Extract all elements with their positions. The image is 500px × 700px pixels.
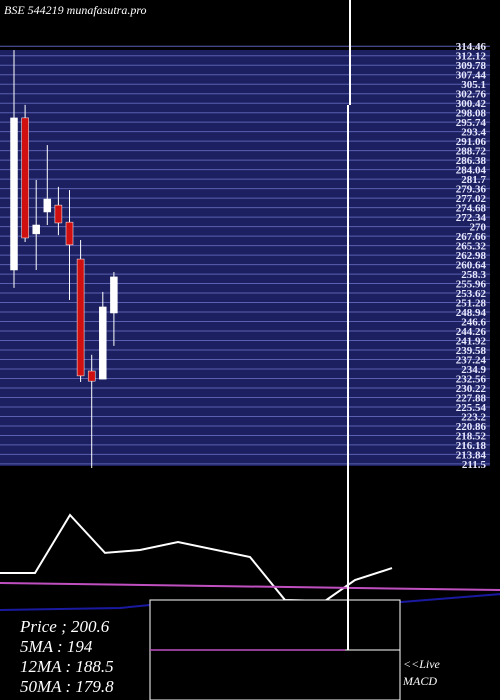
y-tick-label: 230.22 xyxy=(456,383,487,395)
y-tick-label: 272.34 xyxy=(456,212,487,224)
y-tick-label: 223.2 xyxy=(461,411,486,423)
candle-body xyxy=(76,258,85,377)
y-tick-label: 305.1 xyxy=(461,79,486,91)
y-tick-label: 248.94 xyxy=(456,307,487,319)
candle-body xyxy=(87,370,96,382)
y-tick-label: 232.56 xyxy=(456,373,487,385)
y-tick-label: 293.4 xyxy=(461,127,486,139)
y-tick-label: 241.92 xyxy=(456,336,487,348)
info-line: Price ; 200.6 xyxy=(19,617,110,636)
info-line: 5MA : 194 xyxy=(20,637,93,656)
y-tick-label: 213.84 xyxy=(456,449,487,461)
y-tick-label: 258.3 xyxy=(461,269,486,281)
y-tick-label: 239.58 xyxy=(456,345,487,357)
candle-body xyxy=(99,306,107,380)
y-tick-label: 286.38 xyxy=(456,155,487,167)
y-tick-label: 284.04 xyxy=(456,165,487,177)
candle-body xyxy=(32,224,40,235)
candle-body xyxy=(110,276,118,314)
indicator-line xyxy=(0,513,393,603)
indicator-line xyxy=(0,582,500,591)
y-tick-label: 255.96 xyxy=(456,279,487,291)
y-tick-label: 227.88 xyxy=(456,392,487,404)
info-line: 12MA : 188.5 xyxy=(20,657,114,676)
plot-area xyxy=(0,50,490,466)
y-tick-label: 281.7 xyxy=(461,174,486,186)
y-tick-label: 251.28 xyxy=(456,298,487,310)
y-tick-label: 270 xyxy=(470,222,487,234)
candle-body xyxy=(10,117,18,271)
candle-body xyxy=(21,117,29,239)
y-tick-label: 277.02 xyxy=(456,193,487,205)
y-tick-label: 307.44 xyxy=(456,70,487,82)
y-tick-label: 279.36 xyxy=(456,184,487,196)
y-tick-label: 265.32 xyxy=(456,241,487,253)
y-tick-label: 234.9 xyxy=(461,364,486,376)
y-tick-label: 211.5 xyxy=(462,459,487,471)
chart-title: BSE 544219 munafasutra.pro xyxy=(4,3,147,17)
y-tick-label: 291.06 xyxy=(456,136,487,148)
y-tick-label: 225.54 xyxy=(456,402,487,414)
y-tick-label: 262.98 xyxy=(456,250,487,262)
y-tick-label: 220.86 xyxy=(456,421,487,433)
y-tick-label: 260.64 xyxy=(456,260,487,272)
live-label: <<Live xyxy=(403,657,441,671)
y-tick-label: 300.42 xyxy=(456,98,487,110)
y-tick-label: 218.52 xyxy=(456,430,487,442)
y-tick-label: 253.62 xyxy=(456,288,487,300)
y-tick-label: 267.66 xyxy=(456,231,487,243)
y-tick-label: 274.68 xyxy=(456,203,487,215)
y-tick-label: 312.12 xyxy=(456,51,487,63)
macd-label: MACD xyxy=(402,674,437,688)
candle-body xyxy=(43,198,52,213)
y-tick-label: 237.24 xyxy=(456,354,487,366)
y-tick-label: 298.08 xyxy=(456,108,487,120)
y-tick-label: 216.18 xyxy=(456,440,487,452)
y-tick-label: 314.46 xyxy=(456,41,487,53)
y-tick-label: 246.6 xyxy=(461,317,486,329)
y-tick-label: 288.72 xyxy=(456,146,487,158)
y-tick-label: 302.76 xyxy=(456,89,487,101)
y-tick-label: 244.26 xyxy=(456,326,487,338)
candle-body xyxy=(54,204,63,224)
y-tick-label: 309.78 xyxy=(456,60,487,72)
price-panel: 314.46312.12309.78307.44305.1302.76300.4… xyxy=(0,41,490,471)
info-line: 50MA : 179.8 xyxy=(20,677,114,696)
candle-body xyxy=(65,221,74,246)
y-tick-label: 295.74 xyxy=(456,117,487,129)
